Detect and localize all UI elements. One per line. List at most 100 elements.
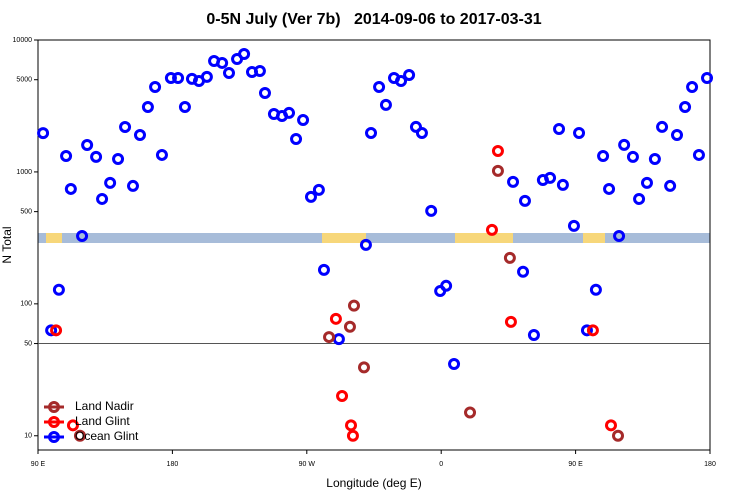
data-point <box>491 164 504 177</box>
data-point <box>119 121 132 134</box>
data-point <box>345 419 358 432</box>
x-tick-label: 0 <box>439 461 443 468</box>
legend-marker <box>48 401 60 413</box>
data-point <box>365 126 378 139</box>
y-tick-label: 10000 <box>13 37 33 44</box>
data-point <box>172 72 185 85</box>
legend-label: Ocean Glint <box>75 429 139 443</box>
data-point <box>409 120 422 133</box>
data-point <box>52 283 65 296</box>
data-point <box>96 192 109 205</box>
data-point <box>64 182 77 195</box>
data-point <box>448 357 461 370</box>
data-point <box>527 329 540 342</box>
data-point <box>73 429 86 442</box>
data-point <box>216 56 229 69</box>
x-tick-label: 90 W <box>299 461 316 468</box>
data-point <box>283 106 296 119</box>
y-tick-label: 100 <box>20 301 32 308</box>
legend-marker <box>48 416 60 428</box>
data-point <box>126 179 139 192</box>
land-strip <box>583 233 605 243</box>
data-point <box>440 279 453 292</box>
data-point <box>664 179 677 192</box>
data-point <box>544 171 557 184</box>
data-point <box>346 429 359 442</box>
data-point <box>670 128 683 141</box>
data-point <box>332 333 345 346</box>
data-point <box>373 80 386 93</box>
data-point <box>155 148 168 161</box>
data-point <box>149 80 162 93</box>
data-point <box>613 229 626 242</box>
data-point <box>357 361 370 374</box>
plot-frame <box>37 39 711 451</box>
legend-label: Land Glint <box>75 414 130 428</box>
data-point <box>133 128 146 141</box>
x-tick-label: 180 <box>704 461 716 468</box>
data-point <box>290 132 303 145</box>
data-point <box>415 126 428 139</box>
data-point <box>50 324 63 337</box>
legend-label: Land Nadir <box>75 399 134 413</box>
data-point <box>612 429 625 442</box>
data-point <box>104 176 117 189</box>
data-point <box>403 68 416 81</box>
data-point <box>589 283 602 296</box>
data-point <box>90 150 103 163</box>
land-strip <box>322 233 366 243</box>
data-point <box>343 320 356 333</box>
map-strip <box>38 233 710 243</box>
data-point <box>503 251 516 264</box>
data-point <box>504 315 517 328</box>
data-point <box>507 175 520 188</box>
data-point <box>112 152 125 165</box>
y-tick-label: 50 <box>24 340 32 347</box>
data-point <box>304 190 317 203</box>
data-point <box>141 100 154 113</box>
data-point <box>567 219 580 232</box>
chart-title: 0-5N July (Ver 7b) 2014-09-06 to 2017-03… <box>206 11 541 28</box>
data-point <box>648 152 661 165</box>
data-point <box>485 223 498 236</box>
data-point <box>633 192 646 205</box>
data-point <box>556 178 569 191</box>
legend-marker <box>48 431 60 443</box>
data-point <box>317 263 330 276</box>
data-point <box>626 150 639 163</box>
land-strip <box>455 233 513 243</box>
data-point <box>395 74 408 87</box>
data-point <box>692 148 705 161</box>
data-point <box>604 419 617 432</box>
ocean-strip <box>38 233 710 243</box>
data-point <box>656 120 669 133</box>
data-point <box>640 176 653 189</box>
data-point <box>238 48 251 61</box>
x-tick-label: 90 E <box>568 461 583 468</box>
data-point <box>329 312 342 325</box>
data-point <box>597 150 610 163</box>
data-point <box>81 138 94 151</box>
data-point <box>258 87 271 100</box>
y-tick-label: 10 <box>24 433 32 440</box>
data-point <box>603 182 616 195</box>
data-point <box>347 299 360 312</box>
data-point <box>679 100 692 113</box>
data-point <box>37 127 50 140</box>
data-point <box>425 204 438 217</box>
data-point <box>178 100 191 113</box>
data-point <box>312 183 325 196</box>
data-point <box>518 194 531 207</box>
y-axis-label: N Total <box>0 226 14 263</box>
data-point <box>297 113 310 126</box>
data-point <box>517 265 530 278</box>
data-point <box>464 406 477 419</box>
data-point <box>618 138 631 151</box>
data-point <box>222 67 235 80</box>
data-point <box>76 229 89 242</box>
x-axis-label: Longitude (deg E) <box>326 476 421 490</box>
data-point <box>701 72 714 85</box>
x-tick-label: 180 <box>167 461 179 468</box>
